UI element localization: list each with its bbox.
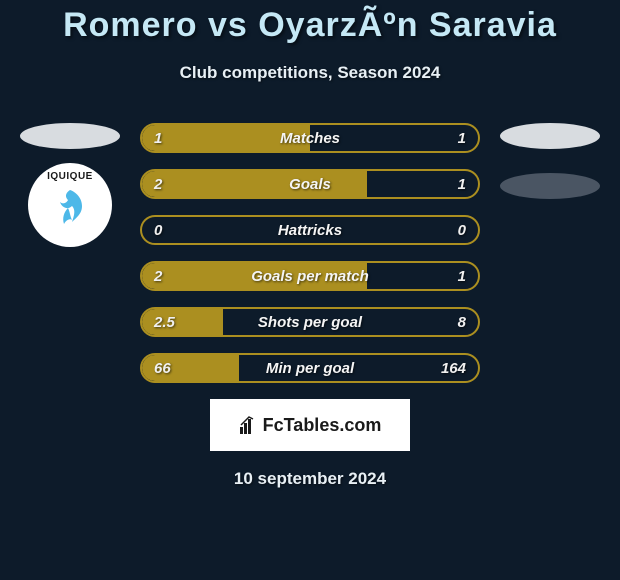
left-player-avatar-placeholder xyxy=(20,123,120,149)
stat-row: 2.5Shots per goal8 xyxy=(140,307,480,337)
stat-rows-container: 1Matches12Goals10Hattricks02Goals per ma… xyxy=(140,123,480,383)
stat-label: Goals per match xyxy=(142,268,478,285)
right-team-badge-placeholder xyxy=(500,173,600,199)
stat-row: 2Goals per match1 xyxy=(140,261,480,291)
comparison-content: IQUIQUE 1Matches12Goals10Hattricks02Goal… xyxy=(0,123,620,383)
stat-label: Hattricks xyxy=(142,222,478,239)
right-player-avatar-placeholder xyxy=(500,123,600,149)
left-team-badge: IQUIQUE xyxy=(28,163,112,247)
stat-row: 66Min per goal164 xyxy=(140,353,480,383)
branding-box: FcTables.com xyxy=(210,399,410,451)
stat-label: Goals xyxy=(142,176,478,193)
stat-label: Matches xyxy=(142,130,478,147)
left-player-column: IQUIQUE xyxy=(15,123,125,247)
page-title: Romero vs OyarzÃºn Saravia xyxy=(0,0,620,45)
stat-label: Min per goal xyxy=(142,360,478,377)
stat-value-right: 1 xyxy=(458,268,466,285)
stat-value-right: 1 xyxy=(458,176,466,193)
stat-value-right: 1 xyxy=(458,130,466,147)
branding-text: FcTables.com xyxy=(263,415,382,436)
subtitle: Club competitions, Season 2024 xyxy=(0,63,620,83)
right-player-column xyxy=(495,123,605,199)
fctables-logo-icon xyxy=(239,415,259,435)
badge-label: IQUIQUE xyxy=(47,171,93,182)
stat-value-right: 8 xyxy=(458,314,466,331)
dragon-icon xyxy=(48,186,92,230)
stat-row: 2Goals1 xyxy=(140,169,480,199)
stat-label: Shots per goal xyxy=(142,314,478,331)
stat-row: 0Hattricks0 xyxy=(140,215,480,245)
stat-value-right: 0 xyxy=(458,222,466,239)
date-text: 10 september 2024 xyxy=(0,469,620,489)
stat-value-right: 164 xyxy=(441,360,466,377)
stat-row: 1Matches1 xyxy=(140,123,480,153)
